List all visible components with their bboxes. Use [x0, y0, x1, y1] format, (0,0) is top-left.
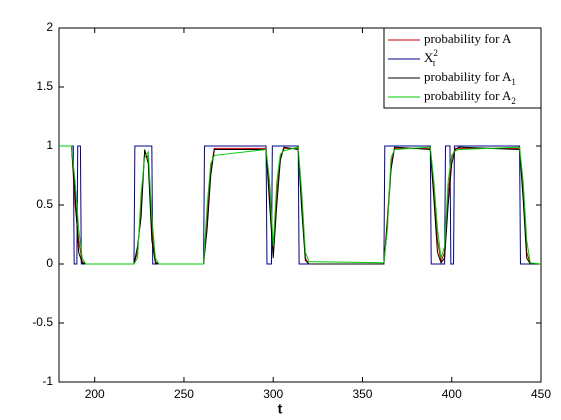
y-tick-label: 1	[46, 138, 53, 152]
x-tick-label: 200	[85, 387, 105, 401]
x-tick-label: 250	[174, 387, 194, 401]
legend-label: probability for A	[424, 31, 512, 46]
series-line	[59, 145, 542, 265]
x-axis-label: t	[278, 401, 283, 417]
legend-sub: 2	[511, 96, 516, 106]
legend-sub: t	[433, 58, 436, 68]
y-tick-label: -0.5	[32, 315, 53, 329]
legend-label: probability for A2	[424, 88, 516, 106]
legend-label: X2 t	[424, 48, 438, 68]
legend-name: probability for A	[424, 31, 512, 46]
legend-box	[383, 27, 542, 109]
legend-name: X	[424, 50, 434, 65]
legend-name: probability for A	[424, 88, 512, 103]
x-tick-label: 350	[352, 387, 372, 401]
legend-sup: 2	[433, 48, 438, 58]
y-tick-label: -1	[42, 374, 53, 388]
x-tick-label: 300	[263, 387, 283, 401]
legend-label: probability for A1	[424, 69, 516, 87]
legend-sub: 1	[511, 77, 516, 87]
y-tick-label: 0	[46, 256, 53, 270]
legend-name: probability for A	[424, 69, 512, 84]
x-tick-label: 400	[442, 387, 462, 401]
y-tick-label: 2	[46, 20, 53, 34]
x-tick-label: 450	[531, 387, 551, 401]
y-tick-label: 0.5	[36, 197, 53, 211]
y-tick-label: 1.5	[36, 79, 53, 93]
series-line	[59, 145, 541, 265]
